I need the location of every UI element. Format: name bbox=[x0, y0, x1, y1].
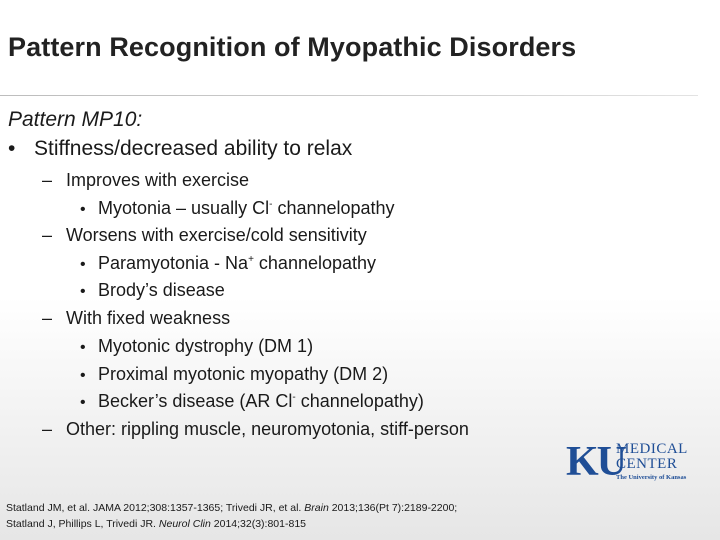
reference-text: Statland J, Phillips L, Trivedi JR. bbox=[6, 518, 159, 530]
bullet-text: Worsens with exercise/cold sensitivity bbox=[66, 225, 367, 245]
bullet-level-1: • Stiffness/decreased ability to relax bbox=[8, 137, 352, 161]
reference-line: Statland J, Phillips L, Trivedi JR. Neur… bbox=[6, 516, 457, 532]
ion-charge-superscript: - bbox=[292, 392, 296, 403]
reference-text: 2014;32(3):801-815 bbox=[210, 518, 306, 530]
bullet-text: Stiffness/decreased ability to relax bbox=[34, 137, 353, 160]
bullet-level-3: • Paramyotonia - Na+ channelopathy bbox=[80, 253, 376, 274]
reference-line: Statland JM, et al. JAMA 2012;308:1357-1… bbox=[6, 500, 457, 516]
bullet-level-2: – With fixed weakness bbox=[42, 308, 230, 329]
bullet-level-2: – Worsens with exercise/cold sensitivity bbox=[42, 225, 367, 246]
bullet-marker: • bbox=[80, 394, 86, 411]
bullet-text: Improves with exercise bbox=[66, 170, 250, 190]
bullet-text: Other: rippling muscle, neuromyotonia, s… bbox=[66, 419, 469, 439]
journal-name: Neurol Clin bbox=[158, 518, 211, 530]
logo-medical-text: MEDICAL bbox=[616, 441, 688, 457]
bullet-level-2: – Other: rippling muscle, neuromyotonia, … bbox=[42, 419, 469, 440]
bullet-text-continued: channelopathy) bbox=[295, 391, 424, 411]
ion-charge-superscript: + bbox=[248, 254, 254, 265]
dash-marker: – bbox=[42, 308, 53, 328]
journal-name: Brain bbox=[304, 502, 329, 514]
pattern-label: Pattern MP10: bbox=[8, 108, 143, 131]
slide-title: Pattern Recognition of Myopathic Disorde… bbox=[8, 32, 577, 62]
logo-university-text: The University of Kansas bbox=[616, 474, 687, 481]
reference-text: 2013;136(Pt 7):2189-2200; bbox=[328, 502, 458, 514]
bullet-marker: • bbox=[80, 283, 86, 300]
bullet-marker: • bbox=[8, 137, 16, 160]
dash-marker: – bbox=[42, 419, 53, 439]
bullet-marker: • bbox=[80, 339, 86, 356]
dash-marker: – bbox=[42, 170, 53, 190]
bullet-level-3: • Myotonia – usually Cl- channelopathy bbox=[80, 198, 395, 219]
bullet-text: With fixed weakness bbox=[66, 308, 231, 328]
bullet-level-3: • Becker’s disease (AR Cl- channelopathy) bbox=[80, 391, 424, 412]
logo-initials: KU bbox=[566, 439, 627, 485]
bullet-text: Myotonic dystrophy (DM 1) bbox=[98, 336, 314, 356]
bullet-level-3: • Brody’s disease bbox=[80, 280, 225, 301]
bullet-level-3: • Myotonic dystrophy (DM 1) bbox=[80, 336, 313, 357]
bullet-text: Brody’s disease bbox=[98, 280, 225, 300]
logo-center-text: CENTER bbox=[616, 456, 678, 472]
bullet-marker: • bbox=[80, 367, 86, 384]
bullet-text: Paramyotonia - Na bbox=[98, 253, 249, 273]
bullet-marker: • bbox=[80, 256, 86, 273]
ku-medical-center-logo: KU MEDICAL CENTER The University of Kans… bbox=[566, 440, 716, 484]
bullet-text-continued: channelopathy bbox=[253, 253, 377, 273]
bullet-text-continued: channelopathy bbox=[272, 198, 395, 218]
reference-text: Statland JM, et al. JAMA 2012;308:1357-1… bbox=[6, 502, 305, 514]
bullet-text: Becker’s disease (AR Cl bbox=[98, 391, 293, 411]
dash-marker: – bbox=[42, 225, 53, 245]
bullet-text: Proximal myotonic myopathy (DM 2) bbox=[98, 364, 389, 384]
references: Statland JM, et al. JAMA 2012;308:1357-1… bbox=[6, 500, 457, 532]
bullet-marker: • bbox=[80, 201, 86, 218]
ion-charge-superscript: - bbox=[269, 199, 273, 210]
title-divider bbox=[0, 95, 698, 96]
bullet-level-3: • Proximal myotonic myopathy (DM 2) bbox=[80, 364, 388, 385]
bullet-text: Myotonia – usually Cl bbox=[98, 198, 270, 218]
bullet-level-2: – Improves with exercise bbox=[42, 170, 249, 191]
